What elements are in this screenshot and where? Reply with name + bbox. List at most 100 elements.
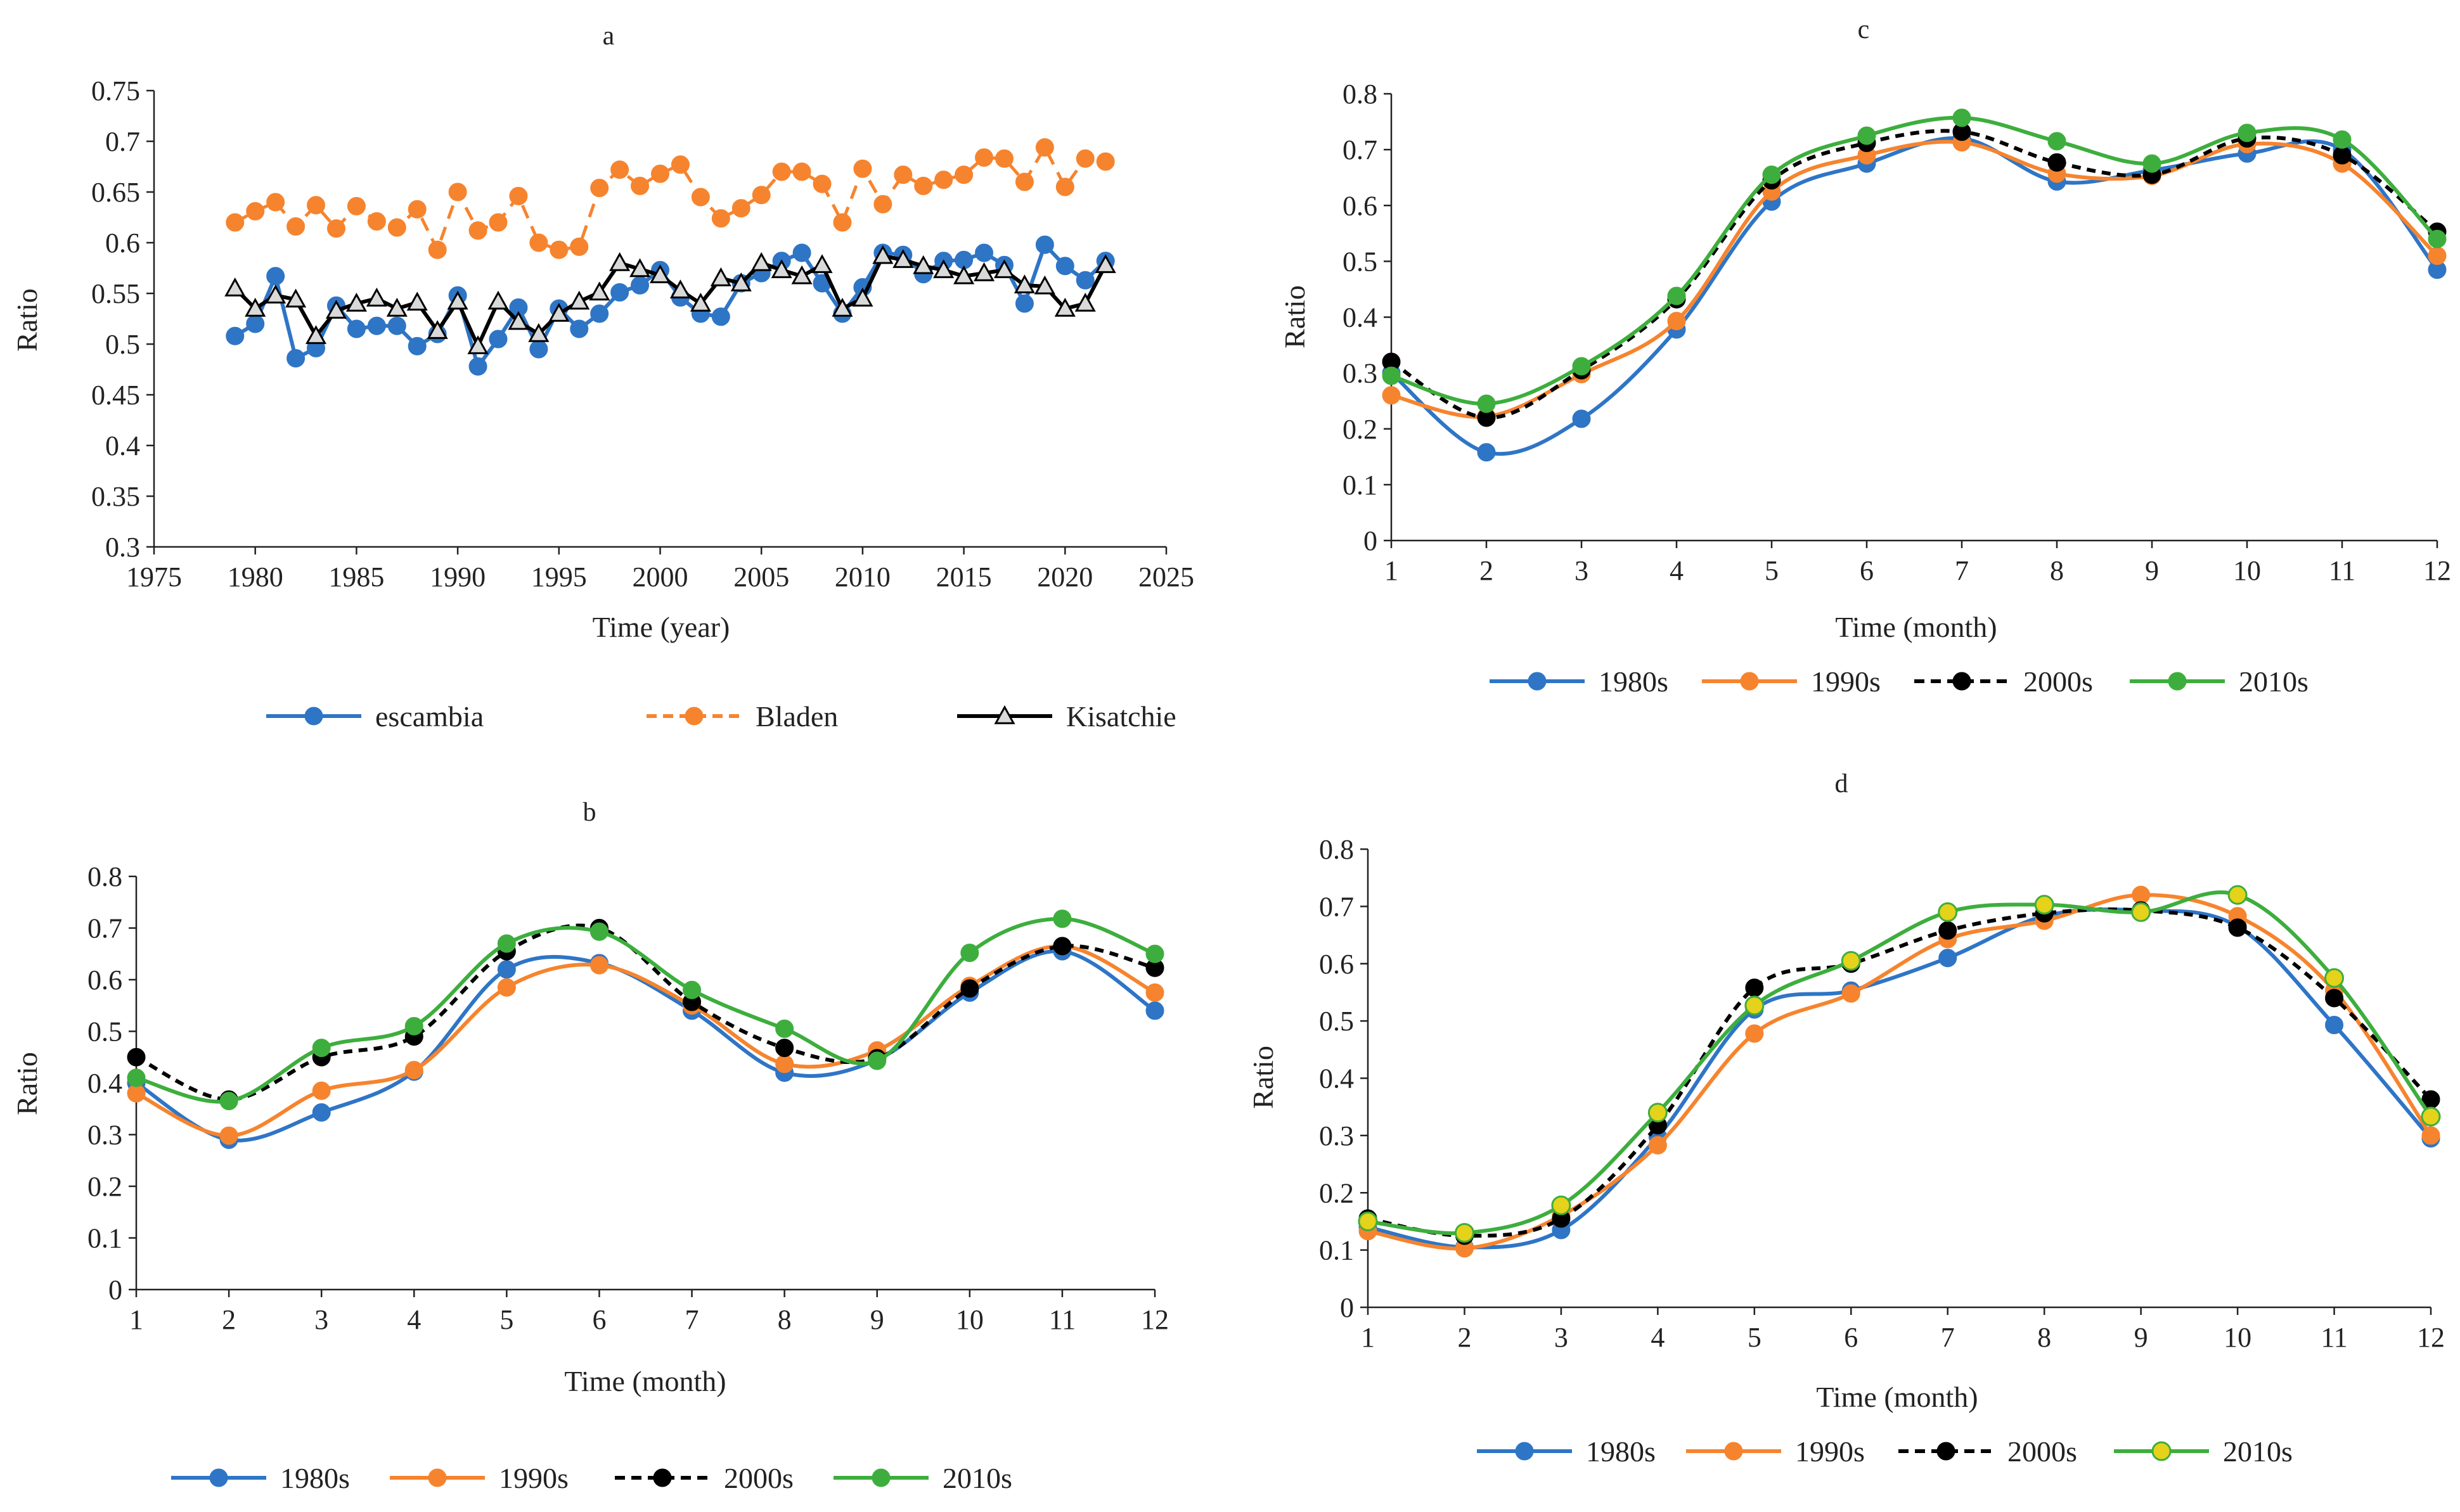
chart-d-legend-item: 1990s xyxy=(1686,1435,1865,1468)
chart-b-point-1990s xyxy=(404,1061,423,1080)
chart-b-axes: 00.10.20.30.40.50.60.70.81 2 3 4 5 6 7 8 9 10 11 12 xyxy=(87,861,1169,1335)
chart-b-ytick-label: 0.1 xyxy=(87,1223,122,1254)
chart-a-point-bladen xyxy=(995,149,1014,168)
chart-d-legend-label: 2010s xyxy=(2223,1435,2293,1468)
chart-a-point-kisatchie xyxy=(569,290,590,310)
chart-d-line-1980s xyxy=(1367,907,2433,1250)
chart-a-xtick-label: 1985 xyxy=(328,561,384,593)
chart-b-ytick-label: 0.6 xyxy=(87,964,122,996)
chart-d-xtick-label: 8 xyxy=(2037,1322,2051,1353)
chart-b-xtick-label: 11 xyxy=(1049,1304,1076,1335)
chart-a-point-bladen xyxy=(955,165,974,184)
chart-b-point-2010s xyxy=(404,1016,423,1035)
chart-d-ytick-label: 0.4 xyxy=(1319,1063,1354,1094)
chart-a-point-escambia xyxy=(1055,257,1074,276)
chart-b-legend-item: 2010s xyxy=(834,1462,1012,1494)
chart-b-point-1980s xyxy=(312,1103,331,1122)
chart-a-point-bladen xyxy=(1015,172,1034,191)
chart-b-xtick-label: 8 xyxy=(778,1304,792,1335)
chart-c-line-2000s xyxy=(1390,129,2438,420)
chart-a-point-bladen xyxy=(246,202,265,221)
chart-a-ytick-label: 0.65 xyxy=(91,177,140,208)
chart-a-point-kisatchie xyxy=(285,288,307,308)
chart-c-point-1980s xyxy=(1572,409,1591,428)
chart-c-point-2010s xyxy=(1857,126,1876,145)
chart-b-title: b xyxy=(583,798,596,827)
chart-b-point-1990s xyxy=(1145,983,1164,1002)
chart-a-ytick-label: 0.75 xyxy=(91,75,140,106)
chart-b-ytick-label: 0.2 xyxy=(87,1171,122,1202)
chart-c-point-1980s xyxy=(1477,443,1496,462)
chart-b-point-1990s xyxy=(219,1126,238,1145)
chart-b-point-2010s xyxy=(589,922,609,941)
chart-d-line-2000s xyxy=(1367,907,2433,1238)
chart-c-xtick-label: 9 xyxy=(2145,555,2159,586)
chart-a-point-escambia xyxy=(408,336,427,356)
chart-c-legend-marker xyxy=(1528,672,1547,691)
chart-a-point-bladen xyxy=(934,170,953,189)
chart-a-point-escambia xyxy=(226,326,245,345)
chart-d-point-2000s xyxy=(2228,918,2247,937)
chart-d-point-2010s xyxy=(2227,885,2248,905)
chart-b-legend-item: 1980s xyxy=(171,1462,350,1494)
chart-d-xtick-label: 5 xyxy=(1748,1322,1761,1353)
chart-b-point-1980s xyxy=(1145,1001,1164,1020)
chart-c-xtick-label: 10 xyxy=(2233,555,2261,586)
chart-c-xtick-label: 12 xyxy=(2423,555,2451,586)
chart-c-legend-label: 1980s xyxy=(1599,665,1668,698)
chart-c-legend: 1980s 1990s 2000s 2010s xyxy=(1490,665,2309,698)
chart-a-axes: 0.3 0.35 0.4 0.45 0.5 0.55 0.6 0.65 0.7 0.75 1975 1… xyxy=(91,75,1194,593)
chart-d-legend-label: 2000s xyxy=(2007,1435,2077,1468)
chart-c-point-2010s xyxy=(2333,130,2352,149)
chart-a-point-bladen xyxy=(1035,138,1054,157)
chart-a-point-escambia xyxy=(570,319,589,338)
chart-a-point-escambia xyxy=(792,243,811,262)
chart-d-point-2010s xyxy=(1551,1195,1571,1215)
chart-a-point-kisatchie xyxy=(245,297,266,317)
chart-a-point-bladen xyxy=(266,193,285,212)
chart-a-point-escambia xyxy=(1015,294,1034,313)
chart-b-point-2010s xyxy=(1145,944,1164,963)
chart-b-point-2000s xyxy=(775,1039,794,1058)
chart-d-ytick-label: 0.1 xyxy=(1319,1235,1354,1266)
chart-c-point-2010s xyxy=(1572,357,1591,376)
chart-c-line-1980s xyxy=(1390,136,2439,456)
chart-a-point-kisatchie xyxy=(366,287,387,307)
chart-b-ytick-label: 0.3 xyxy=(87,1120,122,1151)
chart-c-xtick-label: 4 xyxy=(1670,555,1684,586)
chart-b-point-2000s xyxy=(1053,937,1072,956)
chart-c-ytick-label: 0.6 xyxy=(1343,190,1377,221)
chart-b-point-2010s xyxy=(219,1092,238,1111)
chart-a-point-bladen xyxy=(1076,149,1095,168)
chart-d-line-2010s xyxy=(1367,890,2433,1236)
chart-a-ylabel: Ratio xyxy=(11,288,43,352)
chart-a-xtick-label: 1990 xyxy=(430,561,486,593)
chart-c-ytick-label: 0.4 xyxy=(1343,302,1377,333)
chart-a-point-bladen xyxy=(1055,177,1074,196)
chart-d-xtick-label: 11 xyxy=(2321,1322,2347,1353)
chart-a-point-bladen xyxy=(711,209,730,228)
chart-b-point-2010s xyxy=(497,934,516,953)
chart-c-point-2010s xyxy=(1667,286,1686,305)
chart-c-legend-item: 1980s xyxy=(1490,665,1668,698)
chart-a-point-kisatchie xyxy=(791,265,813,285)
chart-b-xtick-label: 10 xyxy=(956,1304,984,1335)
chart-c-point-2010s xyxy=(1382,366,1401,385)
chart-d-title: d xyxy=(1835,769,1848,798)
chart-d-series-2000s xyxy=(1358,901,2440,1245)
chart-a-point-bladen xyxy=(428,240,447,259)
chart-a-xtick-label: 2000 xyxy=(633,561,688,593)
chart-a-point-bladen xyxy=(610,160,629,179)
chart-a-point-bladen xyxy=(468,221,487,240)
chart-a-legend-item: Bladen xyxy=(647,700,838,733)
chart-d-xtick-label: 2 xyxy=(1457,1322,1471,1353)
chart-b-xtick-label: 1 xyxy=(129,1304,143,1335)
chart-b-legend-marker xyxy=(653,1468,672,1487)
chart-a-legend-label: Bladen xyxy=(756,700,838,733)
chart-b-legend-label: 1980s xyxy=(280,1462,350,1494)
chart-a-point-bladen xyxy=(347,196,366,215)
chart-a-point-bladen xyxy=(326,219,345,238)
chart-b-legend-label: 1990s xyxy=(499,1462,569,1494)
